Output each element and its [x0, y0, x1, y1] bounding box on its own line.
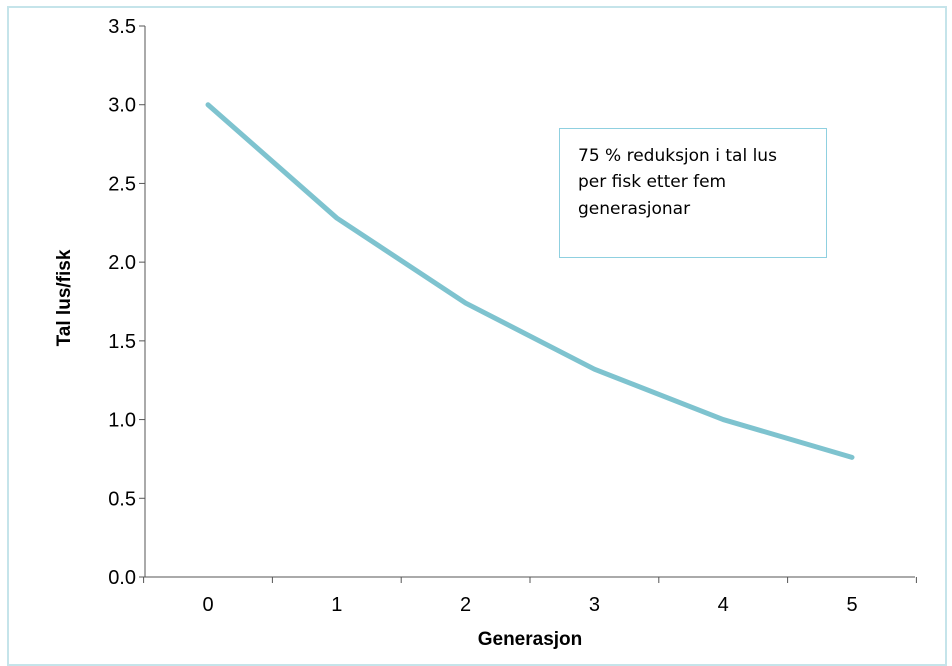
y-tick-label: 0.5 — [108, 488, 136, 510]
x-tick-label: 1 — [331, 594, 342, 616]
y-axis: 0.0 0.5 1.0 1.5 2.0 2.5 3.0 3.5 — [108, 16, 145, 589]
y-axis-title: Tal lus/fisk — [54, 249, 75, 346]
x-tick-label: 0 — [202, 594, 213, 616]
x-tick-label: 2 — [460, 594, 471, 616]
annotation-text: 75 % reduksjon i tal lus per fisk etter … — [578, 143, 808, 222]
y-tick-label: 2.5 — [108, 173, 136, 195]
y-tick-label: 2.0 — [108, 252, 136, 274]
x-tick-label: 5 — [846, 594, 857, 616]
y-tick-label: 3.5 — [108, 16, 136, 38]
x-tick-label: 3 — [589, 594, 600, 616]
y-tick-label: 0.0 — [108, 567, 136, 589]
y-tick-label: 1.0 — [108, 410, 136, 432]
x-tick-label: 4 — [718, 594, 729, 616]
y-tick-label: 3.0 — [108, 95, 136, 117]
annotation-box: 75 % reduksjon i tal lus per fisk etter … — [559, 128, 827, 258]
x-axis-title: Generasjon — [478, 629, 583, 650]
y-tick-label: 1.5 — [108, 331, 136, 353]
x-axis: 0 1 2 3 4 5 — [144, 577, 917, 616]
line-chart: 0.0 0.5 1.0 1.5 2.0 2.5 3.0 3.5 0 1 2 3 4 5 Tal lus/… — [0, 0, 952, 650]
